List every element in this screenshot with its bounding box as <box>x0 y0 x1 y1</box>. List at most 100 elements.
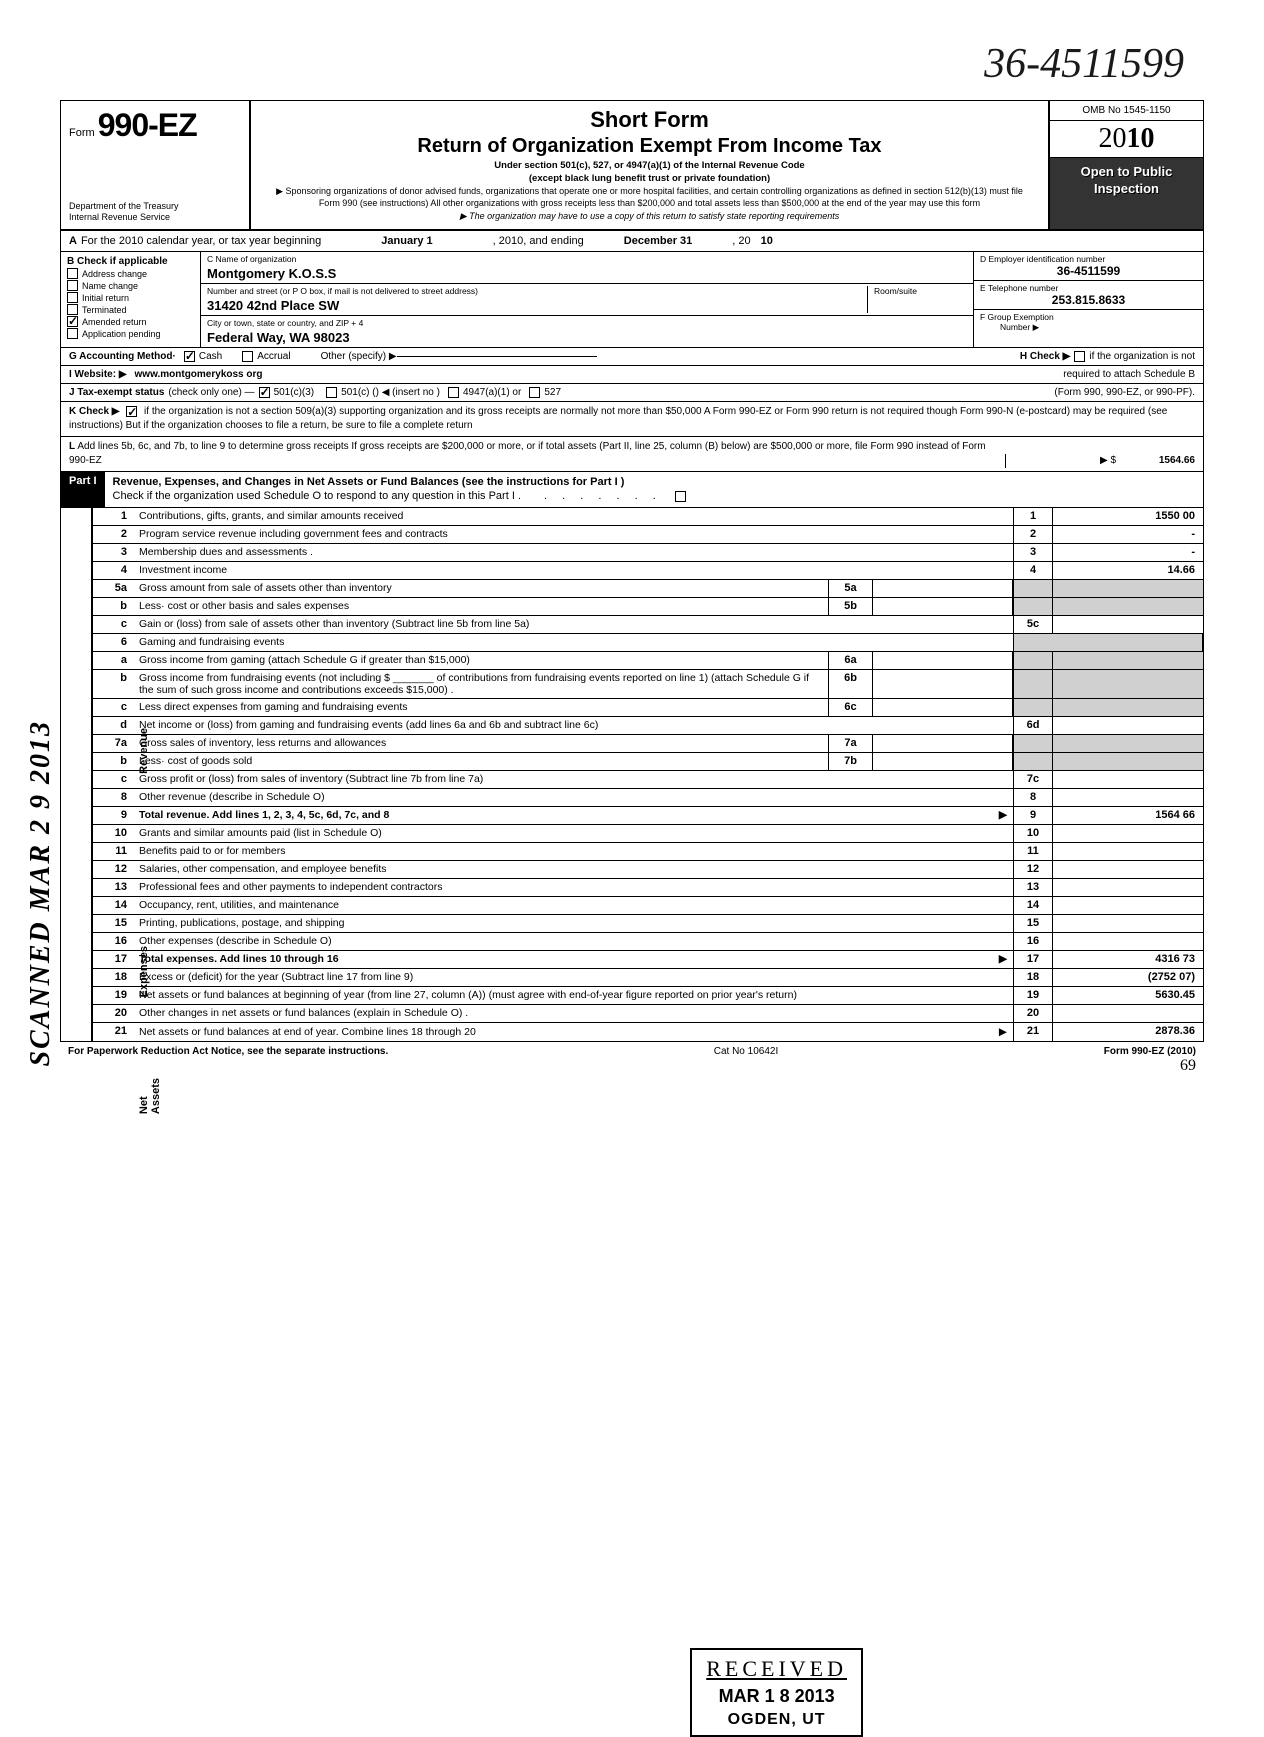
line-desc: Gross sales of inventory, less returns a… <box>133 735 828 752</box>
part1-check[interactable] <box>675 491 686 502</box>
form-word: Form <box>69 127 95 139</box>
line-mid-val <box>873 753 1013 770</box>
line-number: 20 <box>93 1005 133 1022</box>
cash-checkbox[interactable] <box>184 351 195 362</box>
subtitle: Under section 501(c), 527, or 4947(a)(1)… <box>271 160 1028 171</box>
form-line: 7aGross sales of inventory, less returns… <box>93 735 1203 753</box>
k-checkbox[interactable] <box>126 406 137 417</box>
line-number: c <box>93 616 133 633</box>
4947-checkbox[interactable] <box>448 387 459 398</box>
501c3-checkbox[interactable] <box>259 387 270 398</box>
checkbox-label: Initial return <box>82 293 129 303</box>
form-line: 12Salaries, other compensation, and empl… <box>93 861 1203 879</box>
form-header: Form 990-EZ Department of the Treasury I… <box>61 101 1203 231</box>
line-number: b <box>93 598 133 615</box>
line-mid-num: 7a <box>828 735 873 752</box>
row-a-tax-year: A For the 2010 calendar year, or tax yea… <box>61 231 1203 252</box>
checkbox-row: Application pending <box>67 328 194 339</box>
line-right-num: 4 <box>1013 562 1053 579</box>
line-shade <box>1013 670 1053 698</box>
line-number: 17 <box>93 951 133 968</box>
tiny-text-1: ▶ Sponsoring organizations of donor advi… <box>271 186 1028 209</box>
form-line: 5aGross amount from sale of assets other… <box>93 580 1203 598</box>
form-line: 3Membership dues and assessments .3- <box>93 544 1203 562</box>
org-city: Federal Way, WA 98023 <box>207 330 967 345</box>
org-address: 31420 42nd Place SW <box>207 298 867 313</box>
line-right-val <box>1053 825 1203 842</box>
line-right-num: 5c <box>1013 616 1053 633</box>
checkbox-label: Application pending <box>82 329 161 339</box>
line-right-num: 2 <box>1013 526 1053 543</box>
line-right-num: 1 <box>1013 508 1053 525</box>
line-shade <box>1013 598 1053 615</box>
line-number: 13 <box>93 879 133 896</box>
checkbox[interactable] <box>67 268 78 279</box>
line-desc: Less· cost or other basis and sales expe… <box>133 598 828 615</box>
form-line: 18Excess or (deficit) for the year (Subt… <box>93 969 1203 987</box>
line-number: 14 <box>93 897 133 914</box>
line-shade-val <box>1053 753 1203 770</box>
subtitle2: (except black lung benefit trust or priv… <box>271 173 1028 184</box>
form-container: Form 990-EZ Department of the Treasury I… <box>60 100 1204 1042</box>
line-mid-val <box>873 735 1013 752</box>
line-right-val <box>1053 771 1203 788</box>
line-mid-val <box>873 598 1013 615</box>
form-line: bLess· cost or other basis and sales exp… <box>93 598 1203 616</box>
line-number: 15 <box>93 915 133 932</box>
line-right-num: 6d <box>1013 717 1053 734</box>
line-desc: Net assets or fund balances at end of ye… <box>133 1023 1013 1041</box>
accrual-checkbox[interactable] <box>242 351 253 362</box>
line-right-val <box>1053 861 1203 878</box>
form-line: 20Other changes in net assets or fund ba… <box>93 1005 1203 1023</box>
line-desc: Investment income <box>133 562 1013 579</box>
527-checkbox[interactable] <box>529 387 540 398</box>
line-number: d <box>93 717 133 734</box>
h-checkbox[interactable] <box>1074 351 1085 362</box>
line-right-num: 16 <box>1013 933 1053 950</box>
col-c-org-info: C Name of organization Montgomery K.O.S.… <box>201 252 973 347</box>
col-b-checkboxes: B Check if applicable Address changeName… <box>61 252 201 347</box>
ein-value: 36-4511599 <box>980 264 1197 278</box>
form-line: 14Occupancy, rent, utilities, and mainte… <box>93 897 1203 915</box>
line-right-val: 2878.36 <box>1053 1023 1203 1041</box>
line-shade-val <box>1053 580 1203 597</box>
row-j-tax-status: J Tax-exempt status (check only one) — 5… <box>61 384 1203 402</box>
checkbox[interactable] <box>67 280 78 291</box>
checkbox[interactable] <box>67 328 78 339</box>
line-number: 3 <box>93 544 133 561</box>
form-number: 990-EZ <box>98 107 197 143</box>
form-line: cGross profit or (loss) from sales of in… <box>93 771 1203 789</box>
line-number: 1 <box>93 508 133 525</box>
line-right-val <box>1053 933 1203 950</box>
form-line: bLess· cost of goods sold7b <box>93 753 1203 771</box>
line-right-num: 15 <box>1013 915 1053 932</box>
line-desc: Membership dues and assessments . <box>133 544 1013 561</box>
line-mid-val <box>873 580 1013 597</box>
checkbox-row: Name change <box>67 280 194 291</box>
line-right-num: 11 <box>1013 843 1053 860</box>
line-shade-val <box>1053 735 1203 752</box>
form-line: dNet income or (loss) from gaming and fu… <box>93 717 1203 735</box>
dept-label: Department of the Treasury Internal Reve… <box>69 201 241 223</box>
line-right-val: 1550 00 <box>1053 508 1203 525</box>
row-l-gross-receipts: L Add lines 5b, 6c, and 7b, to line 9 to… <box>61 437 1203 472</box>
line-shade <box>1013 753 1053 770</box>
form-line: 1Contributions, gifts, grants, and simil… <box>93 508 1203 526</box>
line-number: 8 <box>93 789 133 806</box>
col-de: D Employer identification number 36-4511… <box>973 252 1203 347</box>
line-right-num: 7c <box>1013 771 1053 788</box>
line-right-val <box>1053 843 1203 860</box>
line-right-num: 17 <box>1013 951 1053 968</box>
line-desc: Other changes in net assets or fund bala… <box>133 1005 1013 1022</box>
received-stamp: RECEIVED MAR 1 8 2013 OGDEN, UT <box>690 1648 863 1737</box>
501c-checkbox[interactable] <box>326 387 337 398</box>
line-desc: Grants and similar amounts paid (list in… <box>133 825 1013 842</box>
line-right-num: 21 <box>1013 1023 1053 1041</box>
checkbox[interactable] <box>67 292 78 303</box>
checkbox-row: Amended return <box>67 316 194 327</box>
open-to-public: Open to Public Inspection <box>1050 158 1203 229</box>
line-right-val: 14.66 <box>1053 562 1203 579</box>
line-number: 4 <box>93 562 133 579</box>
line-right-val <box>1053 616 1203 633</box>
checkbox[interactable] <box>67 316 78 327</box>
